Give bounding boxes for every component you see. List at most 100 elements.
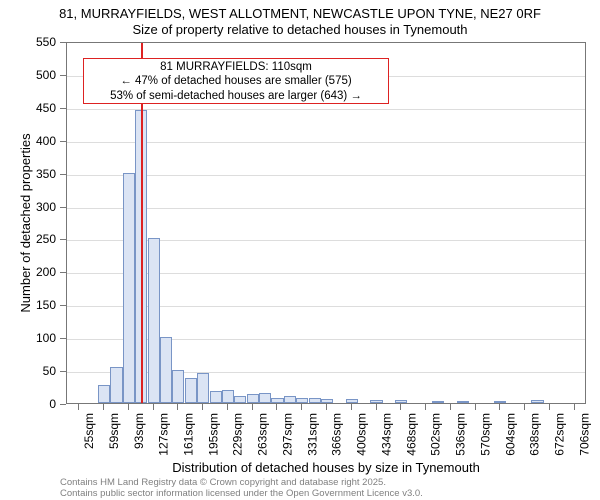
x-tick-label: 638sqm [528,413,542,456]
x-axis-title: Distribution of detached houses by size … [66,460,586,475]
x-tick-label: 59sqm [107,413,121,449]
histogram-bar [457,401,469,403]
x-tick [400,404,401,410]
histogram-bar [531,400,543,403]
x-tick-label: 263sqm [256,413,270,456]
y-tick [60,404,66,405]
chart-title-line2: Size of property relative to detached ho… [0,22,600,37]
y-tick-label: 500 [0,68,56,82]
histogram-bar [222,390,234,403]
x-tick [177,404,178,410]
x-tick-label: 93sqm [132,413,146,449]
histogram-bar [123,173,135,403]
y-tick-label: 550 [0,35,56,49]
footer-line2: Contains public sector information licen… [60,488,423,499]
histogram-bar [296,398,308,403]
x-tick [499,404,500,410]
y-tick [60,338,66,339]
histogram-bar [494,401,506,403]
y-tick-label: 250 [0,232,56,246]
x-tick-label: 297sqm [280,413,294,456]
histogram-bar [271,398,283,403]
x-tick [549,404,550,410]
y-tick [60,272,66,273]
y-tick-label: 450 [0,101,56,115]
x-tick-label: 570sqm [479,413,493,456]
histogram-bar [160,337,172,403]
x-tick-label: 161sqm [181,413,195,456]
y-tick [60,305,66,306]
x-tick [227,404,228,410]
histogram-bar [346,399,358,403]
y-tick [60,42,66,43]
x-tick [574,404,575,410]
annotation-line2: ← 47% of detached houses are smaller (57… [86,74,386,88]
y-tick-label: 300 [0,200,56,214]
histogram-bar [259,393,271,403]
annotation-line1: 81 MURRAYFIELDS: 110sqm [86,60,386,74]
x-tick-label: 502sqm [429,413,443,456]
histogram-bar [185,378,197,403]
plot-area: 81 MURRAYFIELDS: 110sqm← 47% of detached… [66,42,586,404]
histogram-bar [197,373,209,403]
annotation-box: 81 MURRAYFIELDS: 110sqm← 47% of detached… [83,58,389,104]
x-tick [351,404,352,410]
histogram-bar [148,238,160,403]
x-tick [128,404,129,410]
x-tick-label: 195sqm [206,413,220,456]
histogram-bar [432,401,444,403]
histogram-bar [370,400,382,403]
histogram-bar [309,398,321,403]
y-tick-label: 350 [0,167,56,181]
y-tick-label: 0 [0,397,56,411]
histogram-bar [172,370,184,403]
y-tick [60,141,66,142]
histogram-bar [395,400,407,403]
y-tick-label: 400 [0,134,56,148]
histogram-bar [210,391,222,403]
x-tick [103,404,104,410]
x-tick-label: 229sqm [231,413,245,456]
y-tick [60,75,66,76]
x-tick-label: 604sqm [503,413,517,456]
y-tick-label: 100 [0,331,56,345]
x-tick-label: 127sqm [157,413,171,456]
x-tick [524,404,525,410]
x-tick [326,404,327,410]
histogram-bar [247,394,259,403]
x-tick [252,404,253,410]
chart-container: { "title": { "line1": "81, MURRAYFIELDS,… [0,0,600,500]
x-tick-label: 536sqm [454,413,468,456]
y-tick-label: 50 [0,364,56,378]
y-tick-label: 200 [0,265,56,279]
x-tick-label: 672sqm [553,413,567,456]
x-tick [276,404,277,410]
x-tick-label: 331sqm [305,413,319,456]
y-tick [60,207,66,208]
histogram-bar [234,396,246,403]
x-tick [475,404,476,410]
x-tick [301,404,302,410]
x-tick-label: 400sqm [355,413,369,456]
histogram-bar [98,385,110,403]
histogram-bar [284,396,296,403]
x-tick-label: 706sqm [578,413,592,456]
histogram-bar [321,399,333,403]
x-tick-label: 366sqm [330,413,344,456]
x-tick [78,404,79,410]
y-tick [60,108,66,109]
x-tick [376,404,377,410]
x-tick [425,404,426,410]
x-tick [153,404,154,410]
annotation-line3: 53% of semi-detached houses are larger (… [86,89,386,103]
x-tick-label: 468sqm [404,413,418,456]
x-tick [450,404,451,410]
y-tick-label: 150 [0,298,56,312]
y-tick [60,371,66,372]
x-tick-label: 434sqm [380,413,394,456]
y-tick [60,174,66,175]
footer-line1: Contains HM Land Registry data © Crown c… [60,477,386,488]
chart-title-line1: 81, MURRAYFIELDS, WEST ALLOTMENT, NEWCAS… [0,6,600,21]
y-tick [60,239,66,240]
x-tick [202,404,203,410]
